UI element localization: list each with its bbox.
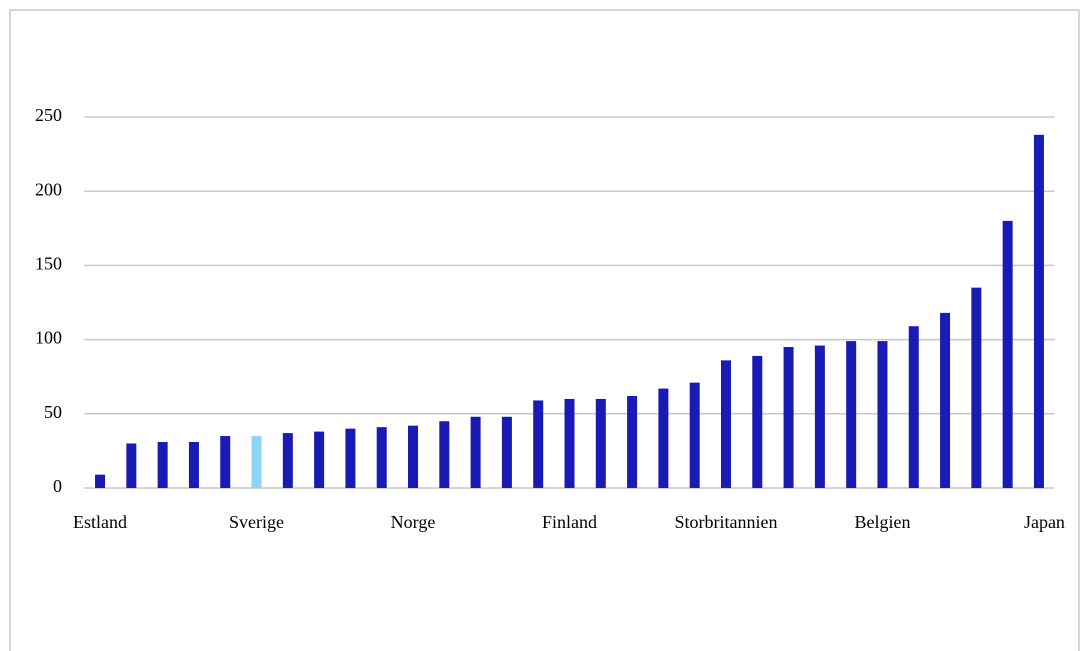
y-tick-label: 100 xyxy=(35,328,62,348)
x-tick-label: Storbritannien xyxy=(674,512,777,532)
y-tick-label: 50 xyxy=(44,402,62,422)
bar xyxy=(95,474,106,488)
bar xyxy=(533,400,544,488)
x-tick-label: Estland xyxy=(73,512,127,532)
bar xyxy=(314,431,325,488)
x-tick-label: Belgien xyxy=(854,512,910,532)
bar xyxy=(251,436,262,488)
bar xyxy=(846,341,857,488)
bar xyxy=(1033,134,1044,489)
y-tick-label: 250 xyxy=(35,105,62,125)
x-tick-label: Norge xyxy=(391,512,436,532)
bar xyxy=(627,395,638,488)
bar xyxy=(940,312,951,488)
bar xyxy=(752,355,763,488)
bar xyxy=(1002,220,1013,488)
x-tick-label: Sverige xyxy=(229,512,284,532)
y-tick-label: 150 xyxy=(35,254,62,274)
bar xyxy=(408,425,419,488)
bar xyxy=(220,436,231,488)
y-tick-label: 200 xyxy=(35,179,62,199)
bar xyxy=(345,428,356,488)
bar xyxy=(814,345,825,488)
bar xyxy=(595,398,606,488)
bar xyxy=(877,341,888,488)
bar xyxy=(908,326,919,488)
bar xyxy=(658,388,669,488)
chart-frame xyxy=(9,9,1080,651)
bar xyxy=(157,441,168,488)
bar xyxy=(188,441,199,488)
x-tick-label: Japan xyxy=(1024,512,1065,532)
bar xyxy=(783,347,794,488)
bar xyxy=(564,398,575,488)
bar xyxy=(501,416,512,488)
bar xyxy=(470,416,481,488)
bar xyxy=(126,443,137,488)
x-tick-label: Finland xyxy=(542,512,597,532)
bar xyxy=(720,360,731,488)
y-tick-label: 0 xyxy=(53,476,62,496)
bar xyxy=(689,382,700,488)
bar xyxy=(282,433,293,488)
bar xyxy=(439,421,450,488)
bar xyxy=(376,427,387,488)
bar xyxy=(971,287,982,488)
